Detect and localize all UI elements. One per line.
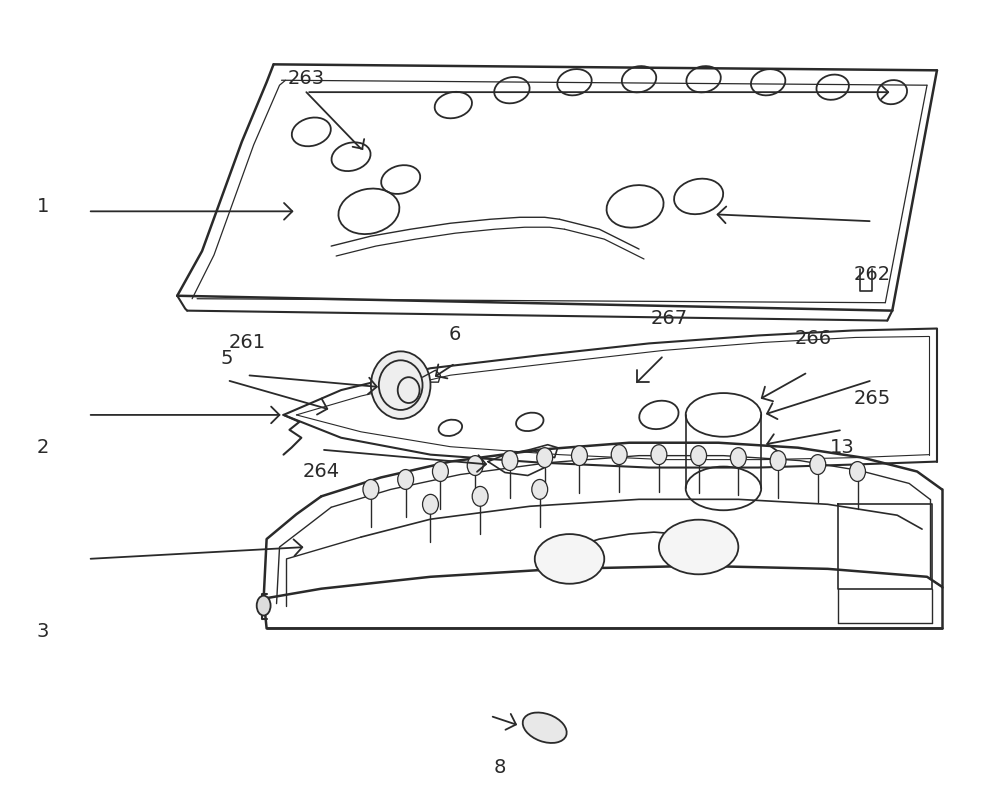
Text: 262: 262 xyxy=(854,265,891,285)
Text: 5: 5 xyxy=(221,350,233,368)
Ellipse shape xyxy=(371,351,430,419)
Ellipse shape xyxy=(691,446,707,466)
Text: 6: 6 xyxy=(449,326,461,344)
Ellipse shape xyxy=(363,480,379,500)
Ellipse shape xyxy=(770,451,786,471)
Ellipse shape xyxy=(537,447,553,467)
Ellipse shape xyxy=(730,447,746,467)
Ellipse shape xyxy=(423,494,438,514)
Text: 3: 3 xyxy=(37,621,49,641)
Text: 13: 13 xyxy=(830,438,855,456)
Text: 267: 267 xyxy=(650,310,687,329)
Ellipse shape xyxy=(398,470,414,489)
Text: 1: 1 xyxy=(37,197,49,216)
Ellipse shape xyxy=(502,451,518,471)
Ellipse shape xyxy=(810,455,826,475)
Ellipse shape xyxy=(659,520,738,575)
Text: 2: 2 xyxy=(37,438,49,456)
Ellipse shape xyxy=(850,462,865,481)
Text: 266: 266 xyxy=(794,330,831,348)
Text: 264: 264 xyxy=(303,462,340,480)
Ellipse shape xyxy=(532,480,548,500)
Text: 8: 8 xyxy=(494,758,506,777)
Ellipse shape xyxy=(572,446,587,466)
Ellipse shape xyxy=(472,487,488,506)
Ellipse shape xyxy=(535,534,604,584)
Text: 265: 265 xyxy=(854,389,891,409)
Ellipse shape xyxy=(467,455,483,476)
Ellipse shape xyxy=(651,445,667,464)
Ellipse shape xyxy=(257,596,271,616)
Ellipse shape xyxy=(523,713,567,743)
Text: 263: 263 xyxy=(288,69,325,89)
Text: 261: 261 xyxy=(228,334,265,352)
Ellipse shape xyxy=(611,445,627,464)
Ellipse shape xyxy=(432,462,448,481)
